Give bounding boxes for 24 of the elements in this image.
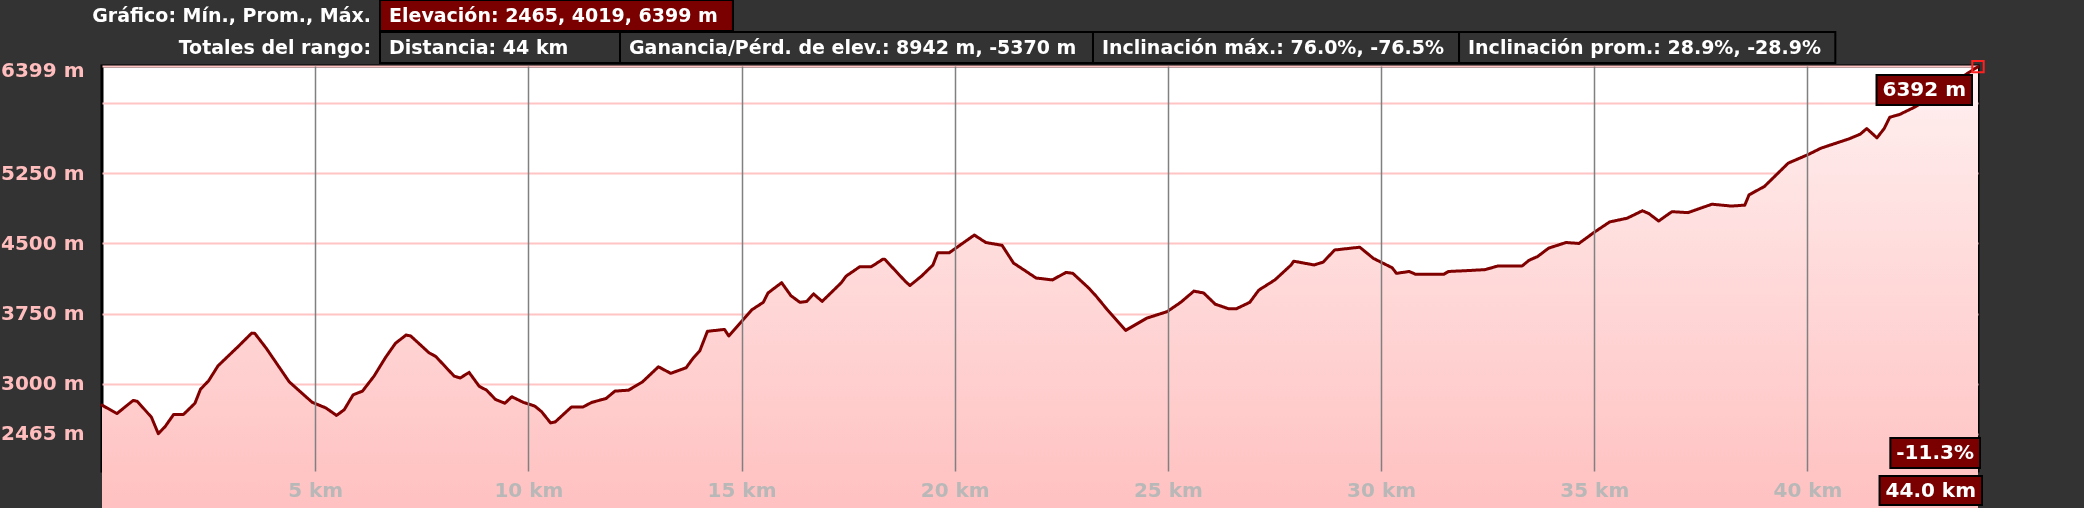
annotation: 44.0 km (1885, 477, 1976, 502)
y-tick-label: 3000 m (1, 371, 85, 396)
y-tick-label: 4500 m (1, 230, 85, 255)
text: Gráfico: Mín., Prom., Máx. (92, 3, 371, 26)
x-tick-label: 25 km (1133, 477, 1203, 502)
annotation: -11.3% (1896, 440, 1974, 464)
text: Distancia: 44 km (389, 35, 569, 58)
text: Inclinación prom.: 28.9%, -28.9% (1468, 35, 1822, 58)
x-tick-label: 40 km (1773, 477, 1843, 502)
y-tick-label: 5250 m (1, 160, 85, 185)
x-tick-label: 5 km (288, 477, 344, 502)
annotation: 6392 m (1882, 77, 1966, 101)
text: Ganancia/Pérd. de elev.: 8942 m, -5370 m (629, 35, 1077, 58)
x-tick-label: 30 km (1347, 477, 1417, 502)
y-tick-label: 2465 m (1, 421, 85, 446)
y-tick-label: 3750 m (1, 301, 85, 326)
x-tick-label: 35 km (1560, 477, 1630, 502)
x-tick-label: 10 km (494, 477, 564, 502)
x-tick-label: 20 km (920, 477, 990, 502)
text: Totales del rango: (178, 35, 371, 58)
text: Inclinación máx.: 76.0%, -76.5% (1101, 35, 1445, 58)
y-tick-label: 6399 m (1, 57, 85, 82)
text: Elevación: 2465, 4019, 6399 m (389, 3, 718, 26)
x-tick-label: 15 km (707, 477, 777, 502)
